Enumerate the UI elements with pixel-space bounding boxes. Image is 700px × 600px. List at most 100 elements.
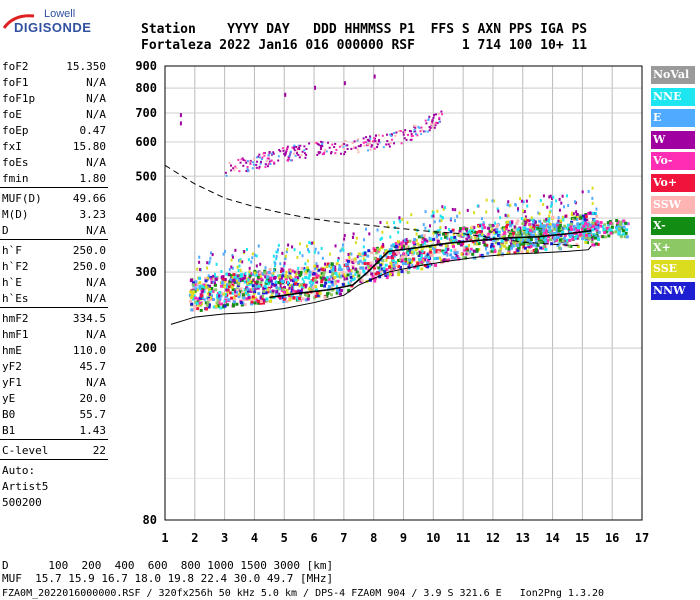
echo-point [275, 254, 278, 258]
echo-point [374, 140, 377, 143]
echo-point [305, 153, 308, 156]
echo-point [248, 270, 251, 274]
echo-point [407, 251, 410, 255]
echo-point [609, 221, 613, 225]
echo-point [438, 116, 441, 119]
echo-point [227, 272, 230, 276]
echo-point [316, 143, 319, 146]
echo-point [365, 227, 368, 231]
echo-point [436, 209, 439, 213]
echo-point [281, 274, 285, 278]
echo-point [420, 267, 424, 271]
echo-point [190, 302, 194, 306]
echo-point [321, 153, 324, 156]
echo-point [199, 308, 203, 312]
echo-point [413, 128, 416, 131]
echo-point [300, 285, 304, 289]
echo-point [333, 146, 336, 149]
echo-point [591, 201, 594, 205]
echo-point [223, 279, 227, 283]
echo-point [289, 152, 292, 155]
echo-point [542, 241, 546, 245]
echo-point [425, 122, 428, 125]
echo-point [319, 148, 322, 151]
echo-point [385, 133, 388, 136]
echo-point [479, 224, 482, 228]
echo-point [581, 237, 585, 241]
echo-point [542, 245, 546, 249]
echo-point [283, 290, 287, 294]
echo-point [466, 208, 469, 212]
echo-point [570, 211, 573, 215]
echo-point [319, 146, 322, 149]
echo-point [326, 262, 330, 266]
param-value: N/A [86, 92, 106, 105]
echo-point [224, 171, 227, 174]
echo-point [245, 161, 248, 164]
x-tick-label: 12 [486, 531, 500, 545]
echo-point [307, 294, 311, 298]
echo-point [301, 254, 304, 258]
echo-point [591, 237, 594, 241]
echo-point [398, 217, 401, 221]
echo-point [477, 234, 481, 238]
echo-point [347, 288, 351, 292]
echo-point [298, 274, 302, 278]
echo-point [539, 224, 543, 228]
echo-point [375, 260, 378, 264]
param-row: foF1p N/A [2, 92, 106, 105]
legend-item-e: E [651, 109, 695, 128]
echo-point [541, 246, 545, 250]
echo-point [390, 134, 393, 137]
echo-point [210, 277, 214, 281]
echo-point [505, 246, 509, 250]
echo-point [406, 245, 410, 249]
echo-point [336, 288, 340, 292]
echo-point [586, 226, 590, 230]
echo-point [539, 199, 542, 203]
echo-point [525, 199, 528, 203]
echo-point [508, 231, 512, 235]
header-row2: Fortaleza 2022 Jan16 016 000000 RSF 1 71… [141, 38, 588, 53]
x-tick-label: 8 [370, 531, 377, 545]
echo-point [264, 266, 267, 270]
echo-point [421, 236, 425, 240]
echo-point [354, 146, 357, 149]
echo-point [273, 162, 276, 165]
echo-point [454, 219, 457, 223]
y-tick-label: 900 [135, 59, 157, 73]
echo-point [480, 253, 484, 257]
echo-point [618, 227, 622, 231]
echo-point [273, 284, 276, 288]
echo-point [237, 295, 241, 299]
echo-point [459, 232, 463, 236]
echo-point [359, 266, 363, 270]
echo-point [218, 291, 222, 295]
echo-point [269, 299, 273, 303]
echo-point [196, 297, 200, 301]
echo-point [422, 243, 425, 247]
echo-point [196, 307, 200, 311]
echo-point [247, 258, 250, 262]
echo-point [530, 234, 534, 238]
echo-point [589, 227, 593, 231]
echo-point [192, 307, 196, 311]
echo-point [532, 248, 536, 252]
echo-point [410, 138, 413, 141]
echo-point [330, 152, 333, 155]
echo-point [266, 290, 270, 294]
echo-point [377, 134, 380, 137]
echo-point [321, 273, 325, 277]
echo-point [347, 269, 351, 273]
echo-point [455, 254, 459, 258]
echo-point [376, 247, 380, 251]
echo-point [390, 273, 394, 277]
echo-point [219, 284, 223, 288]
echo-point [284, 257, 287, 261]
echo-point [410, 260, 413, 264]
echo-point [436, 234, 439, 238]
echo-point [588, 223, 592, 227]
echo-point [284, 151, 287, 154]
echo-point [404, 257, 408, 261]
echo-point [568, 238, 572, 242]
